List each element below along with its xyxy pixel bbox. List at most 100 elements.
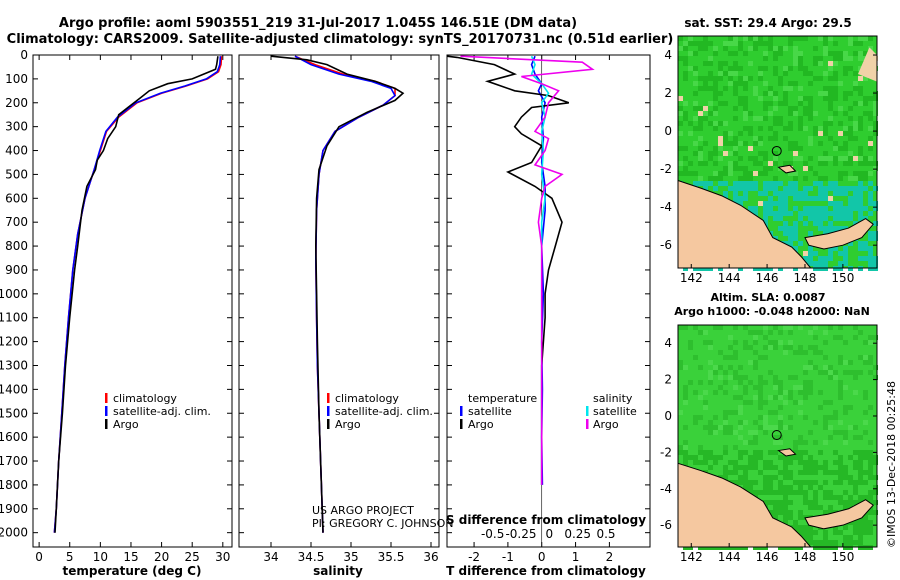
- map-cell: [703, 186, 708, 191]
- map-cell: [733, 146, 738, 151]
- map-cell: [858, 206, 863, 211]
- map-cell: [683, 41, 688, 46]
- map-cell: [768, 330, 773, 335]
- map-cell: [718, 61, 723, 66]
- map-cell: [823, 121, 828, 126]
- map-cell: [698, 445, 703, 450]
- map-cell: [818, 256, 823, 261]
- map-cell: [733, 370, 738, 375]
- map-cell: [768, 196, 773, 201]
- map-cell: [743, 191, 748, 196]
- series-line-temperature-argo: [446, 55, 570, 485]
- map-cell: [788, 460, 793, 465]
- map-cell: [783, 186, 788, 191]
- map-cell: [808, 345, 813, 350]
- map-cell: [838, 131, 843, 136]
- map-cell: [838, 360, 843, 365]
- map-cell: [688, 161, 693, 166]
- map-cell: [768, 36, 773, 41]
- map-cell: [823, 530, 828, 535]
- map-cell: [788, 171, 793, 176]
- map-cell: [793, 56, 798, 61]
- map-cell: [768, 211, 773, 216]
- map-cell: [758, 151, 763, 156]
- map-cell: [848, 161, 853, 166]
- map-cell: [733, 355, 738, 360]
- map-cell: [818, 191, 823, 196]
- map-cell: [748, 330, 753, 335]
- map-cell: [828, 540, 833, 545]
- map-cell: [748, 111, 753, 116]
- map-cell: [808, 71, 813, 76]
- map-cell: [848, 425, 853, 430]
- map-cell: [788, 455, 793, 460]
- map-cell: [863, 515, 868, 520]
- map-cell: [683, 325, 688, 330]
- map-cell: [848, 36, 853, 41]
- map-cell: [718, 350, 723, 355]
- map-cell: [768, 395, 773, 400]
- map-cell: [873, 335, 878, 340]
- map-cell: [848, 455, 853, 460]
- map-cell: [778, 505, 783, 510]
- map-cell: [873, 221, 878, 226]
- map-cell: [773, 345, 778, 350]
- map-cell: [813, 505, 818, 510]
- map-cell: [768, 186, 773, 191]
- map-cell: [703, 81, 708, 86]
- map-cell: [753, 335, 758, 340]
- map-cell: [748, 36, 753, 41]
- map-cell: [868, 246, 873, 251]
- map-cell: [708, 360, 713, 365]
- map-cell: [728, 161, 733, 166]
- map-cell: [873, 166, 878, 171]
- map-cell: [863, 171, 868, 176]
- map-cell: [738, 101, 743, 106]
- map-cell: [848, 540, 853, 545]
- map-cell: [793, 81, 798, 86]
- map-cell: [788, 515, 793, 520]
- map-cell: [733, 460, 738, 465]
- map-cell: [798, 350, 803, 355]
- map-cell: [763, 166, 768, 171]
- map-cell: [838, 530, 843, 535]
- map-cell: [853, 71, 858, 76]
- map-cell: [768, 111, 773, 116]
- map-cell: [758, 355, 763, 360]
- map-cell: [768, 206, 773, 211]
- map-cell: [793, 246, 798, 251]
- map-cell: [743, 450, 748, 455]
- map-cell: [763, 186, 768, 191]
- map-cell: [813, 181, 818, 186]
- map-cell: [843, 430, 848, 435]
- map-cell: [748, 360, 753, 365]
- x-tick-label: 0: [35, 550, 43, 564]
- map-cell: [803, 380, 808, 385]
- map-cell: [743, 440, 748, 445]
- map-cell: [698, 450, 703, 455]
- map-cell: [848, 131, 853, 136]
- map-cell: [693, 71, 698, 76]
- map-cell: [848, 41, 853, 46]
- sla-map-frame: [677, 324, 878, 548]
- map-cell: [853, 186, 858, 191]
- map-cell: [808, 535, 813, 540]
- map-cell: [823, 91, 828, 96]
- map-cell: [748, 186, 753, 191]
- map-cell: [798, 410, 803, 415]
- map-cell: [743, 86, 748, 91]
- map-cell: [703, 76, 708, 81]
- map-cell: [853, 206, 858, 211]
- map-cell: [803, 440, 808, 445]
- map-cell: [863, 455, 868, 460]
- map-cell: [708, 56, 713, 61]
- map-cell: [808, 116, 813, 121]
- map-cell: [733, 465, 738, 470]
- map-cell: [808, 525, 813, 530]
- map-cell: [798, 490, 803, 495]
- map-cell: [773, 116, 778, 121]
- map-cell: [698, 86, 703, 91]
- map-cell: [683, 425, 688, 430]
- map-cell: [868, 460, 873, 465]
- map-cell: [848, 216, 853, 221]
